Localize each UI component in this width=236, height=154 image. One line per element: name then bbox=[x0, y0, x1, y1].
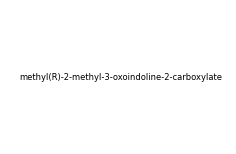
Text: methyl(R)-2-methyl-3-oxoindoline-2-carboxylate: methyl(R)-2-methyl-3-oxoindoline-2-carbo… bbox=[19, 73, 223, 82]
